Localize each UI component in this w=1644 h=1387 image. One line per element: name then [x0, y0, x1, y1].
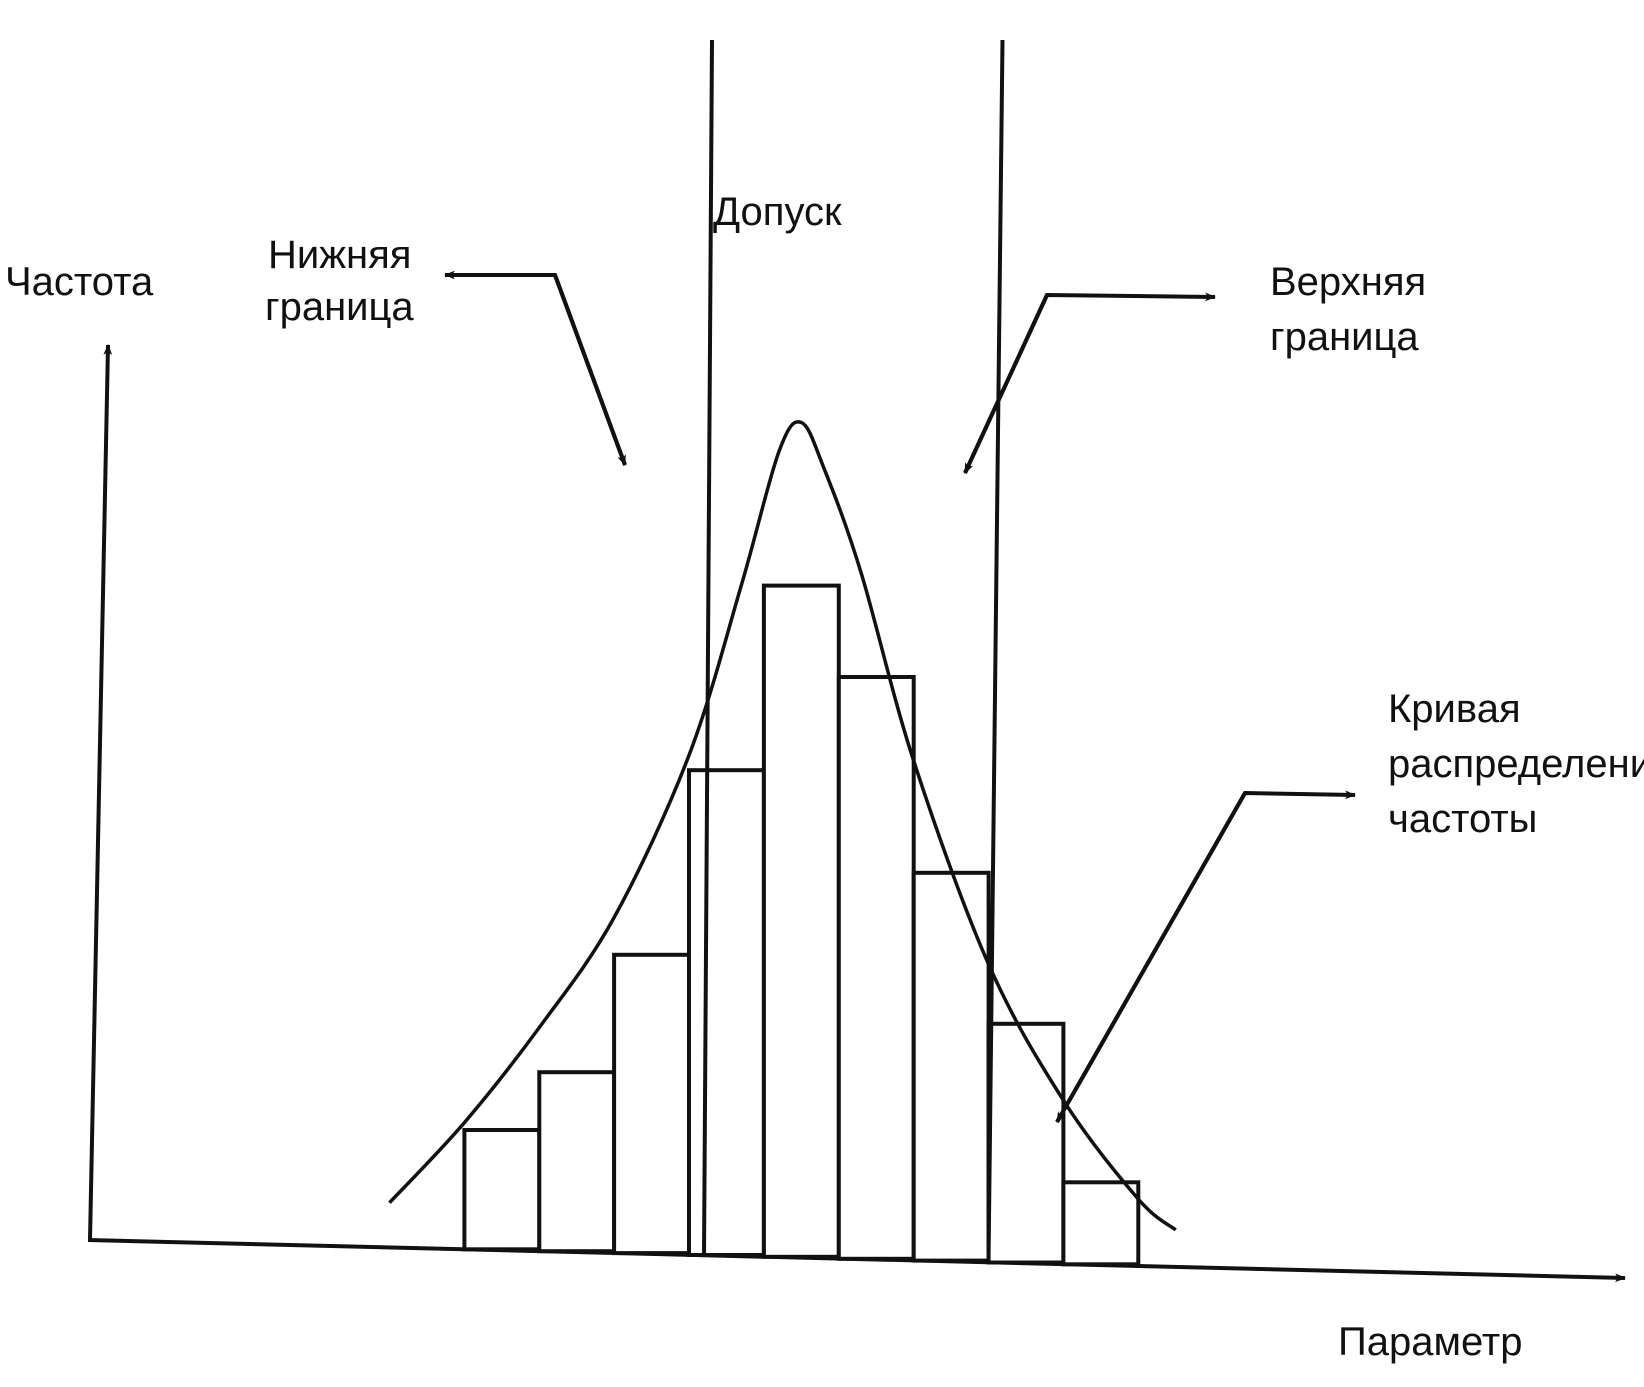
lower-limit-arrow-tip — [553, 274, 627, 467]
histogram-bar — [1061, 1180, 1141, 1267]
curve-label-line3: частоты — [1388, 797, 1537, 841]
upper-limit-line — [986, 39, 1005, 1263]
curve-arrow — [1055, 790, 1357, 1123]
tolerance-label: Допуск — [713, 190, 842, 234]
y-axis — [88, 343, 113, 1241]
histogram-bar — [836, 675, 916, 1261]
histogram-bars — [462, 583, 1141, 1267]
histogram-bar — [687, 768, 766, 1257]
histogram-bar — [612, 952, 691, 1256]
x-axis-label: Параметр — [1338, 1320, 1522, 1364]
y-axis-label: Частота — [5, 260, 154, 304]
upper-limit-arrow-tip — [963, 294, 1049, 474]
curve-label-line2: распределения — [1388, 742, 1644, 786]
upper-limit-label-line1: Верхняя — [1270, 260, 1426, 304]
histogram-bar — [462, 1128, 542, 1252]
upper-limit-label-line2: граница — [1270, 315, 1419, 359]
lower-limit-arrow — [443, 270, 627, 466]
upper-limit-arrow — [963, 292, 1217, 474]
histogram-bar — [537, 1070, 617, 1254]
histogram-bar — [761, 583, 841, 1259]
curve-label-line1: Кривая — [1388, 687, 1521, 731]
curve-arrow-tip — [1055, 792, 1247, 1123]
distribution-curve — [388, 420, 1177, 1232]
lower-limit-label-line1: Нижняя — [268, 233, 411, 277]
lower-limit-line — [702, 39, 714, 1256]
histogram-bar — [986, 1021, 1066, 1265]
histogram-bar — [911, 870, 991, 1263]
lower-limit-label-line2: граница — [265, 285, 414, 329]
